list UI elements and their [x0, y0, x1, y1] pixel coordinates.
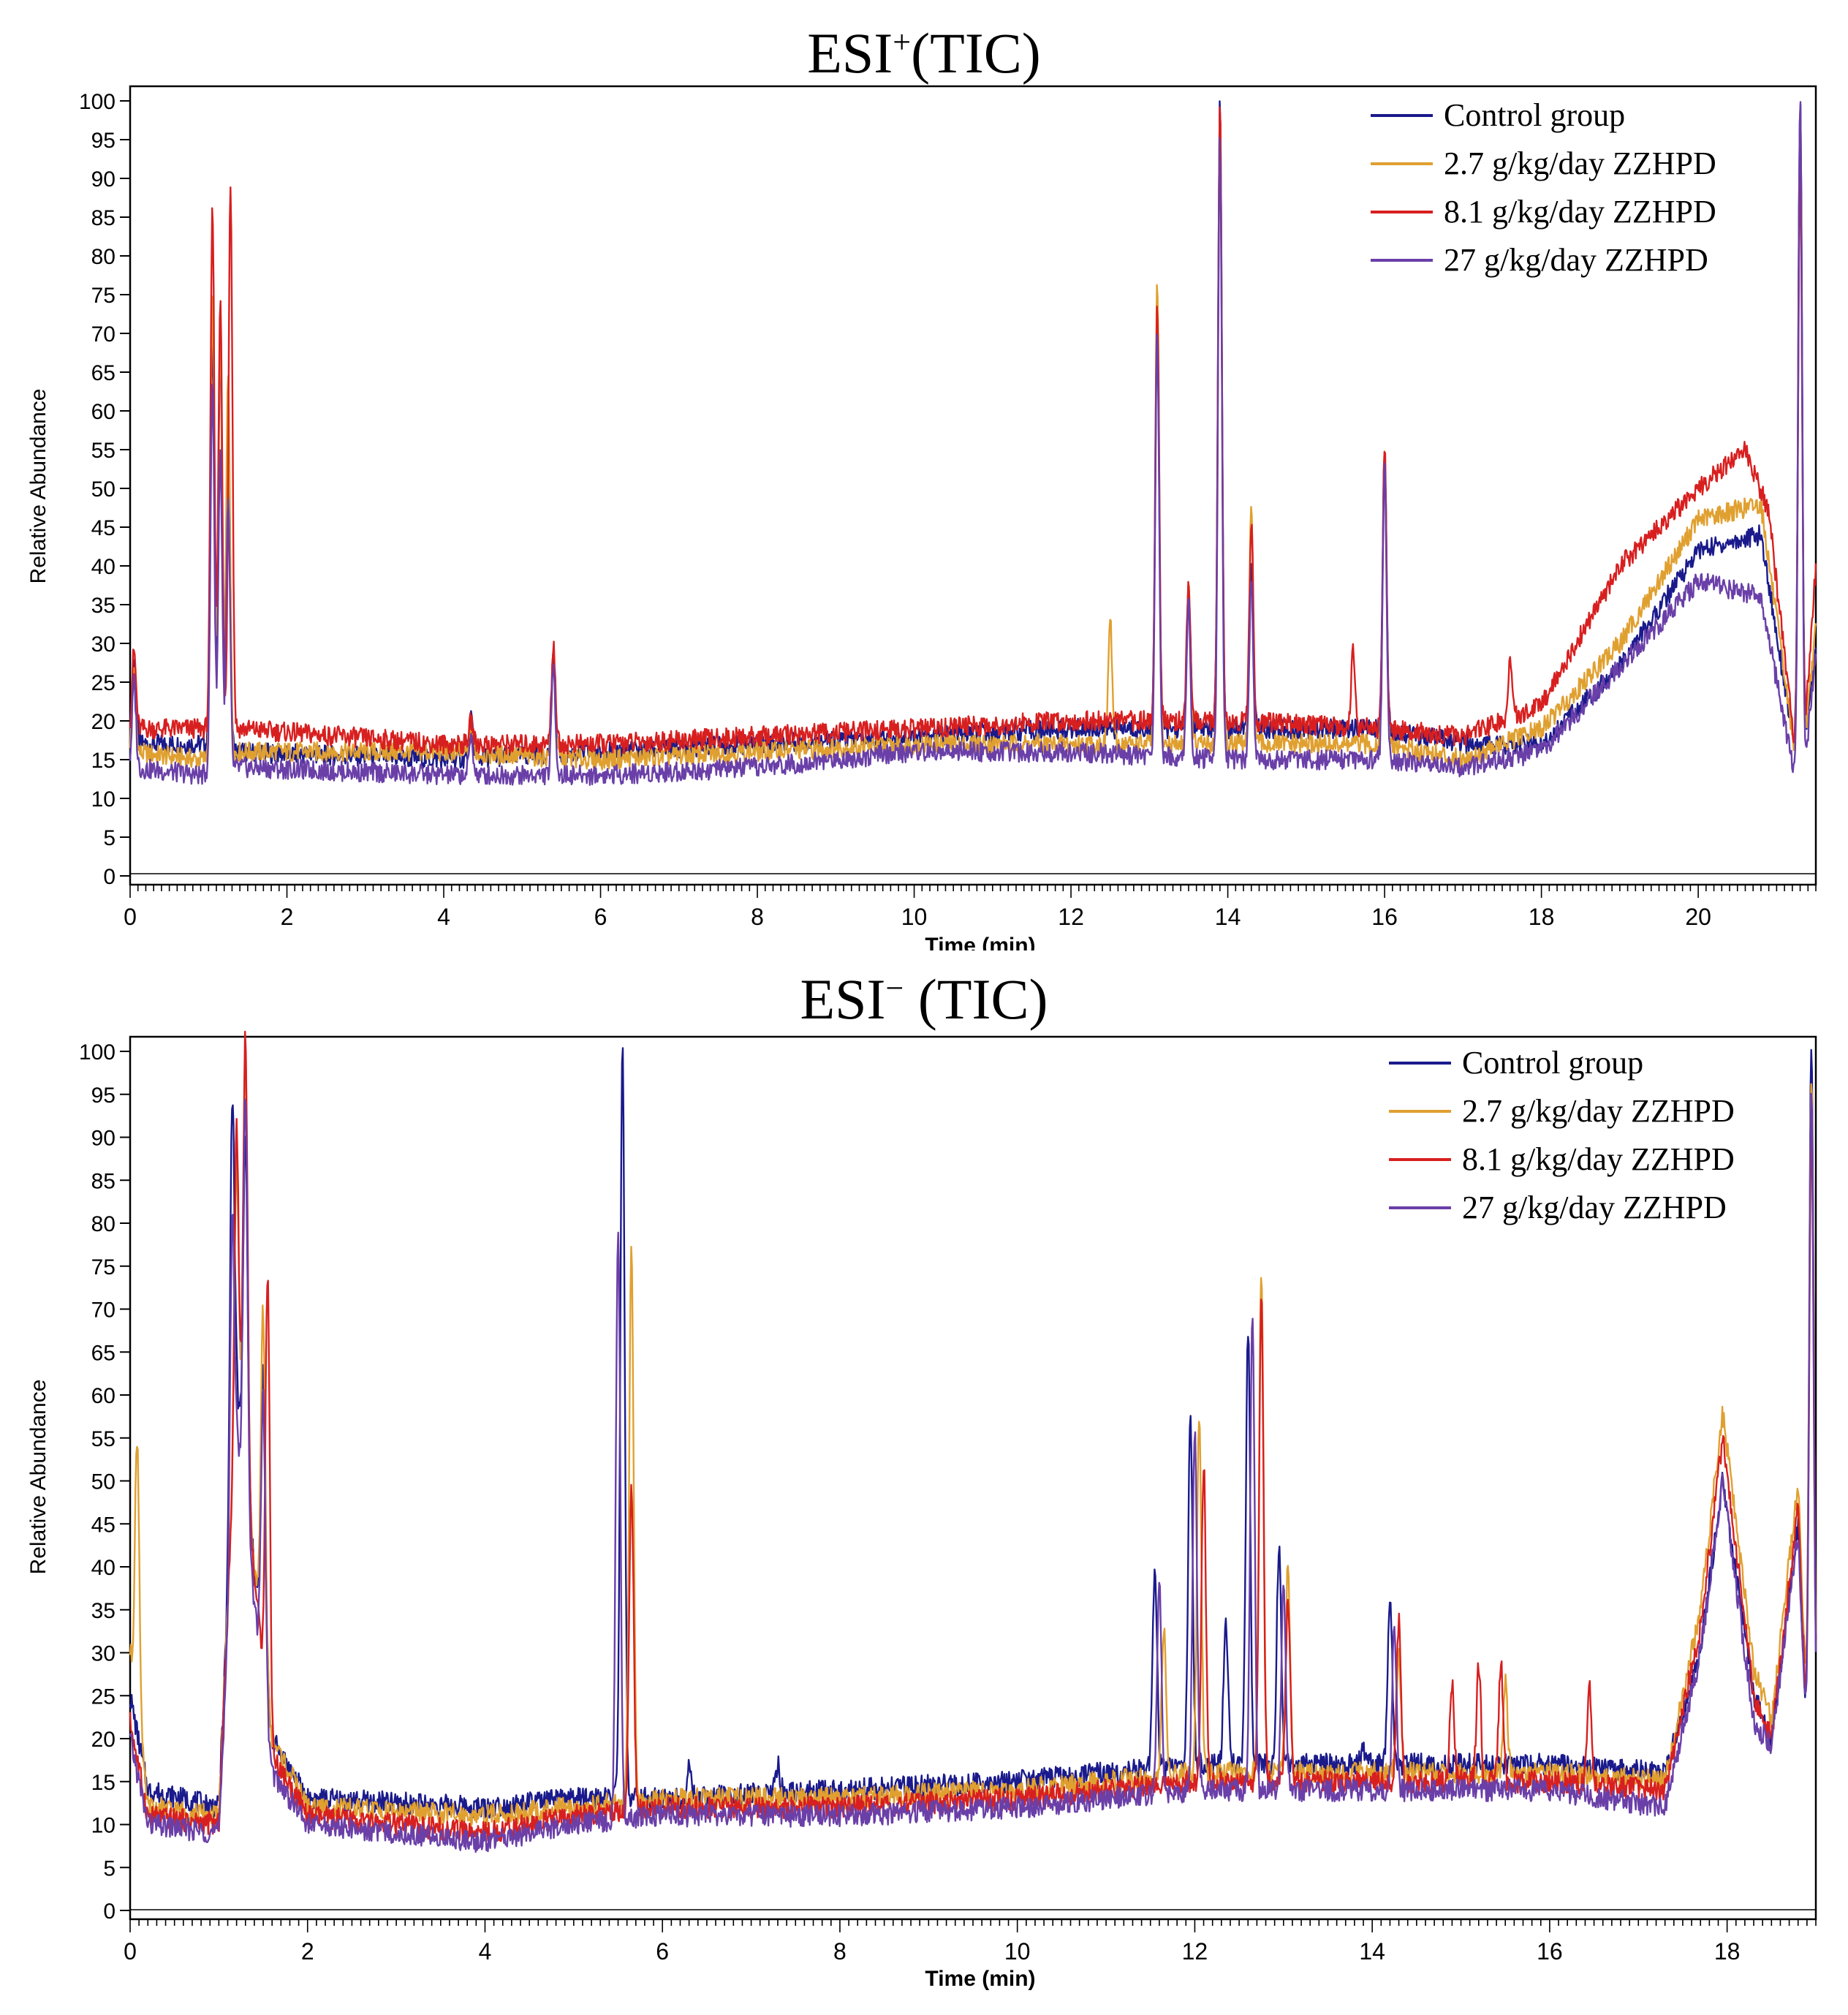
y-tick-label: 20 — [91, 710, 116, 734]
series-line-dose_8_1 — [129, 106, 1817, 755]
x-axis-label: Time (min) — [925, 1967, 1035, 1991]
y-tick-label: 65 — [91, 1341, 116, 1365]
x-tick-label: 6 — [594, 904, 607, 930]
y-tick-label: 45 — [91, 516, 116, 540]
top-title-main: ESI — [807, 21, 893, 85]
top-title-rest: (TIC) — [911, 21, 1041, 85]
y-tick-label: 30 — [91, 632, 116, 657]
y-tick-label: 50 — [91, 1470, 116, 1494]
y-tick-label: 75 — [91, 284, 116, 308]
legend-label: Control group — [1444, 97, 1625, 133]
y-tick-label: 15 — [91, 749, 116, 773]
legend-label: 2.7 g/kg/day ZZHPD — [1462, 1093, 1735, 1129]
legend-label: 2.7 g/kg/day ZZHPD — [1444, 145, 1716, 181]
x-tick-label: 6 — [656, 1938, 669, 1965]
x-axis-label: Time (min) — [925, 934, 1035, 950]
legend-label: 27 g/kg/day ZZHPD — [1462, 1190, 1727, 1225]
y-tick-label: 25 — [91, 671, 116, 695]
y-tick-label: 20 — [91, 1728, 116, 1752]
y-tick-label: 50 — [91, 477, 116, 502]
x-tick-label: 8 — [833, 1938, 847, 1965]
y-tick-label: 95 — [91, 129, 116, 153]
y-axis-label: Relative Abundance — [26, 389, 50, 584]
x-tick-label: 10 — [1004, 1938, 1031, 1965]
x-tick-label: 18 — [1529, 904, 1555, 930]
legend-label: 27 g/kg/day ZZHPD — [1444, 242, 1708, 278]
bottom-title-rest: (TIC) — [904, 967, 1048, 1031]
y-tick-label: 25 — [91, 1685, 116, 1709]
y-tick-label: 65 — [91, 361, 116, 385]
y-tick-label: 0 — [103, 865, 116, 889]
y-tick-label: 60 — [91, 400, 116, 424]
series-line-dose_2_7 — [129, 1042, 1817, 1828]
y-tick-label: 0 — [103, 1899, 116, 1924]
x-tick-label: 10 — [901, 904, 928, 930]
y-tick-label: 70 — [91, 1298, 116, 1323]
bottom-chart-title: ESI− (TIC) — [0, 971, 1848, 1028]
y-tick-label: 35 — [91, 1599, 116, 1623]
x-tick-label: 2 — [301, 1938, 314, 1965]
y-tick-label: 95 — [91, 1084, 116, 1108]
x-tick-label: 12 — [1182, 1938, 1208, 1965]
series-line-dose_27 — [129, 101, 1817, 786]
x-tick-label: 14 — [1359, 1938, 1385, 1965]
legend-label: 8.1 g/kg/day ZZHPD — [1444, 194, 1716, 230]
y-tick-label: 5 — [103, 1856, 116, 1880]
x-tick-label: 16 — [1537, 1938, 1563, 1965]
y-tick-label: 90 — [91, 1127, 116, 1151]
legend-label: 8.1 g/kg/day ZZHPD — [1462, 1141, 1735, 1177]
esi-positive-chart: 0510152025303540455055606570758085909510… — [26, 85, 1817, 950]
x-tick-label: 8 — [751, 904, 764, 930]
legend-label: Control group — [1462, 1045, 1643, 1081]
series-line-dose_2_7 — [129, 121, 1817, 771]
bottom-title-main: ESI — [800, 967, 886, 1031]
top-chart-title: ESI+(TIC) — [0, 25, 1848, 82]
x-tick-label: 20 — [1685, 904, 1711, 930]
y-tick-label: 45 — [91, 1513, 116, 1537]
series-line-dose_27 — [129, 1092, 1817, 1853]
y-tick-label: 85 — [91, 1169, 116, 1193]
x-tick-label: 18 — [1714, 1938, 1741, 1965]
y-tick-label: 75 — [91, 1255, 116, 1279]
y-tick-label: 80 — [91, 245, 116, 269]
y-tick-label: 90 — [91, 167, 116, 192]
y-tick-label: 60 — [91, 1384, 116, 1408]
y-tick-label: 40 — [91, 1556, 116, 1580]
x-tick-label: 12 — [1058, 904, 1084, 930]
plot-frame — [129, 85, 1817, 886]
x-tick-label: 4 — [479, 1938, 492, 1965]
y-tick-label: 40 — [91, 555, 116, 579]
x-tick-label: 4 — [437, 904, 450, 930]
x-tick-label: 14 — [1215, 904, 1241, 930]
x-tick-label: 0 — [124, 904, 137, 930]
y-tick-label: 80 — [91, 1212, 116, 1236]
y-tick-label: 35 — [91, 594, 116, 618]
y-tick-label: 100 — [79, 90, 116, 114]
x-tick-label: 16 — [1371, 904, 1398, 930]
y-tick-label: 15 — [91, 1771, 116, 1795]
y-tick-label: 30 — [91, 1642, 116, 1666]
y-tick-label: 55 — [91, 439, 116, 463]
top-title-sup: + — [893, 24, 912, 60]
y-tick-label: 10 — [91, 787, 116, 812]
y-tick-label: 10 — [91, 1814, 116, 1838]
y-tick-label: 100 — [79, 1040, 116, 1065]
x-tick-label: 2 — [281, 904, 294, 930]
y-tick-label: 70 — [91, 322, 116, 347]
y-tick-label: 85 — [91, 206, 116, 230]
y-tick-label: 55 — [91, 1427, 116, 1451]
bottom-title-sup: − — [885, 970, 904, 1006]
y-axis-label: Relative Abundance — [26, 1380, 50, 1575]
x-tick-label: 0 — [124, 1938, 137, 1965]
y-tick-label: 5 — [103, 826, 116, 850]
series-line-dose_8_1 — [129, 1030, 1817, 1844]
